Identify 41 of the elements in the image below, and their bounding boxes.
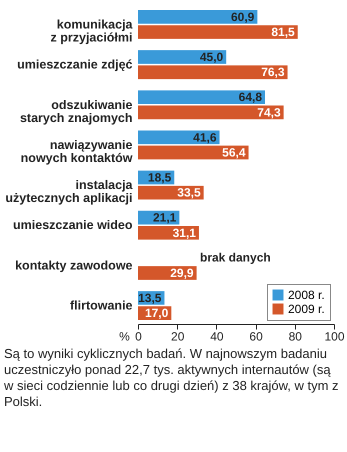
data-label: 33,5 [177, 186, 201, 200]
x-tick-label: 60 [249, 330, 264, 344]
bar [138, 90, 266, 104]
bar [138, 25, 298, 39]
x-tick-label: 40 [210, 330, 224, 344]
data-label: 76,3 [261, 65, 285, 80]
bar [138, 106, 284, 120]
y-tick-label: komunikacja z przyjaciółmi [50, 17, 134, 44]
data-label: 29,9 [170, 266, 194, 280]
data-label: 13,5 [138, 290, 162, 305]
data-label: 41,6 [193, 130, 217, 144]
bar [138, 10, 258, 24]
data-label: 17,0 [144, 306, 169, 320]
data-label: 56,4 [222, 146, 246, 160]
data-label: 18,5 [148, 170, 172, 184]
legend-label: 2009 r. [288, 302, 325, 316]
data-label: 21,1 [152, 210, 177, 225]
x-tick-label: 100 [324, 330, 345, 344]
y-tick-label: kontakty zawodowe [15, 258, 133, 272]
data-label: 64,8 [238, 90, 262, 104]
x-axis-title: % [119, 330, 130, 344]
annotation: brak danych [200, 250, 271, 264]
data-label: 74,3 [257, 105, 281, 120]
y-tick-label: umieszczanie wideo [13, 218, 133, 232]
x-tick-label: 80 [288, 330, 302, 344]
data-label: 45,0 [200, 50, 224, 64]
bar [138, 65, 288, 80]
bar [138, 50, 226, 64]
data-label: 60,9 [231, 10, 255, 24]
legend-label: 2008 r. [288, 288, 325, 302]
data-label: 81,5 [271, 25, 296, 40]
data-label: 31,1 [172, 226, 196, 240]
y-tick-label: flirtowanie [70, 298, 133, 313]
text: Są to wyniki cyklicznych badań. W najnowszym badaniu uczestniczyło ponad 22,7 tys. aktywnych internautów (są w sieci codziennie lub co drugi dzień) z 38 krajów, w tym z Polski. [3, 345, 340, 410]
y-tick-label: instalacja użytecznych aplikacji [5, 178, 134, 206]
y-tick-label: umieszczanie zdjęć [17, 58, 133, 72]
x-tick-label: 20 [171, 330, 185, 344]
y-tick-label: odszukiwanie starych znajomych [20, 98, 133, 125]
y-tick-label: nawiązywanie nowych kontaktów [20, 138, 133, 165]
x-tick-label: 0 [135, 330, 142, 344]
bar [138, 146, 249, 160]
